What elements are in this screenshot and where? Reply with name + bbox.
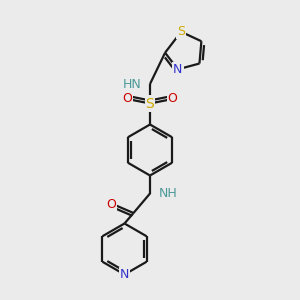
Text: NH: NH	[158, 187, 177, 200]
Text: S: S	[177, 25, 185, 38]
Text: O: O	[168, 92, 177, 106]
Text: O: O	[106, 197, 116, 211]
Text: O: O	[123, 92, 132, 106]
Text: S: S	[146, 97, 154, 110]
Text: HN: HN	[123, 77, 142, 91]
Text: N: N	[173, 63, 182, 76]
Text: N: N	[120, 268, 129, 281]
